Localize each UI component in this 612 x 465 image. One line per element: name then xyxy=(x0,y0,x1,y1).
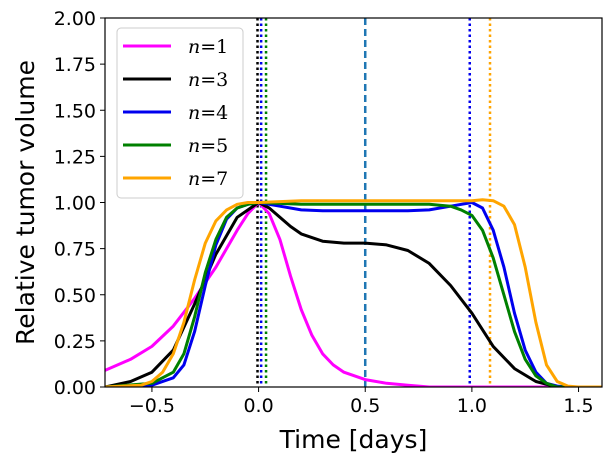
legend-var: n xyxy=(188,69,200,91)
y-tick-label: 0.50 xyxy=(54,285,96,307)
series-line-n3 xyxy=(105,201,602,387)
x-tick-label: 1.0 xyxy=(457,395,487,417)
legend-num: 5 xyxy=(216,135,228,157)
y-tick-label: 1.75 xyxy=(54,54,96,76)
legend-label-n1: n=1 xyxy=(188,36,228,58)
series-line-n7 xyxy=(105,198,602,387)
legend-num: 3 xyxy=(216,69,228,91)
y-axis-ticks: 0.00 0.25 0.50 0.75 1.00 1.25 1.50 1.75 2.00 xyxy=(54,8,105,399)
y-tick-label: 0.25 xyxy=(54,331,96,353)
legend-var: n xyxy=(188,135,200,157)
legend-num: 4 xyxy=(216,102,228,124)
legend-eq: = xyxy=(200,135,216,157)
legend-label-n7: n=7 xyxy=(188,168,228,190)
series-lines xyxy=(105,198,602,387)
y-tick-label: 2.00 xyxy=(54,8,96,30)
legend-var: n xyxy=(188,36,200,58)
series-line-n1 xyxy=(105,201,602,387)
legend-var: n xyxy=(188,102,200,124)
legend-var: n xyxy=(188,168,200,190)
series-line-n5 xyxy=(105,201,602,387)
legend-label-n4: n=4 xyxy=(188,102,228,124)
legend-label-n5: n=5 xyxy=(188,135,228,157)
x-tick-label: 0.0 xyxy=(243,395,273,417)
y-tick-label: 1.50 xyxy=(54,100,96,122)
legend: n=1n=3n=4n=5n=7 xyxy=(116,27,244,199)
x-tick-label: 1.5 xyxy=(563,395,593,417)
series-line-n4 xyxy=(105,201,602,387)
y-tick-label: 0.75 xyxy=(54,239,96,261)
vertical-reference-lines xyxy=(256,18,492,387)
y-tick-label: 0.00 xyxy=(54,377,96,399)
legend-box xyxy=(116,27,244,199)
x-tick-label: 0.5 xyxy=(350,395,380,417)
x-tick-label: −0.5 xyxy=(129,395,175,417)
y-axis-label: Relative tumor volume xyxy=(11,60,40,345)
legend-eq: = xyxy=(200,69,216,91)
y-tick-label: 1.25 xyxy=(54,146,96,168)
legend-label-n3: n=3 xyxy=(188,69,228,91)
legend-eq: = xyxy=(200,168,216,190)
legend-eq: = xyxy=(200,36,216,58)
y-tick-label: 1.00 xyxy=(54,193,96,215)
x-axis-ticks: −0.5 0.0 0.5 1.0 1.5 xyxy=(129,387,594,417)
legend-num: 7 xyxy=(216,168,228,190)
legend-num: 1 xyxy=(216,36,228,58)
legend-eq: = xyxy=(200,102,216,124)
x-axis-label: Time [days] xyxy=(279,425,428,454)
